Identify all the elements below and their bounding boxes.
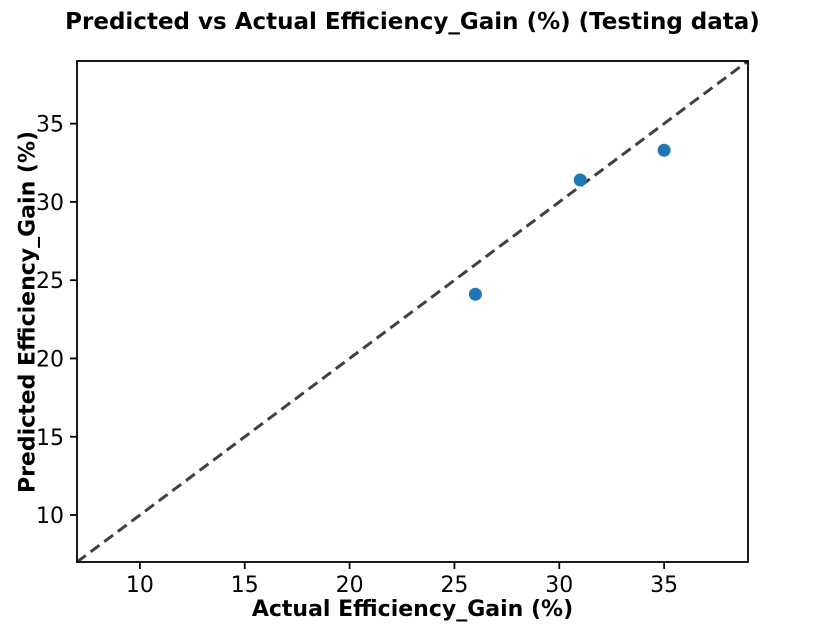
- identity-reference-line: [76, 59, 749, 564]
- scatter-point: [657, 143, 671, 157]
- y-tick-label: 25: [36, 269, 64, 294]
- x-tick-label: 15: [231, 573, 259, 598]
- y-tick-label: 20: [36, 347, 64, 372]
- y-tick-label: 30: [36, 191, 64, 216]
- chart-title: Predicted vs Actual Efficiency_Gain (%) …: [65, 9, 760, 35]
- x-tick-label: 20: [336, 573, 364, 598]
- plot-frame: [76, 60, 749, 563]
- scatter-point: [573, 173, 587, 187]
- scatter-point: [468, 287, 482, 301]
- x-axis-label: Actual Efficiency_Gain (%): [251, 597, 574, 622]
- x-tick-label: 10: [126, 573, 154, 598]
- y-axis-label: Predicted Efficiency_Gain (%): [15, 130, 41, 494]
- y-tick-label: 10: [36, 504, 64, 529]
- y-tick-label: 35: [36, 113, 64, 138]
- x-tick-label: 35: [650, 573, 678, 598]
- y-tick-label: 15: [36, 426, 64, 451]
- x-tick-label: 30: [545, 573, 573, 598]
- x-tick-label: 25: [440, 573, 468, 598]
